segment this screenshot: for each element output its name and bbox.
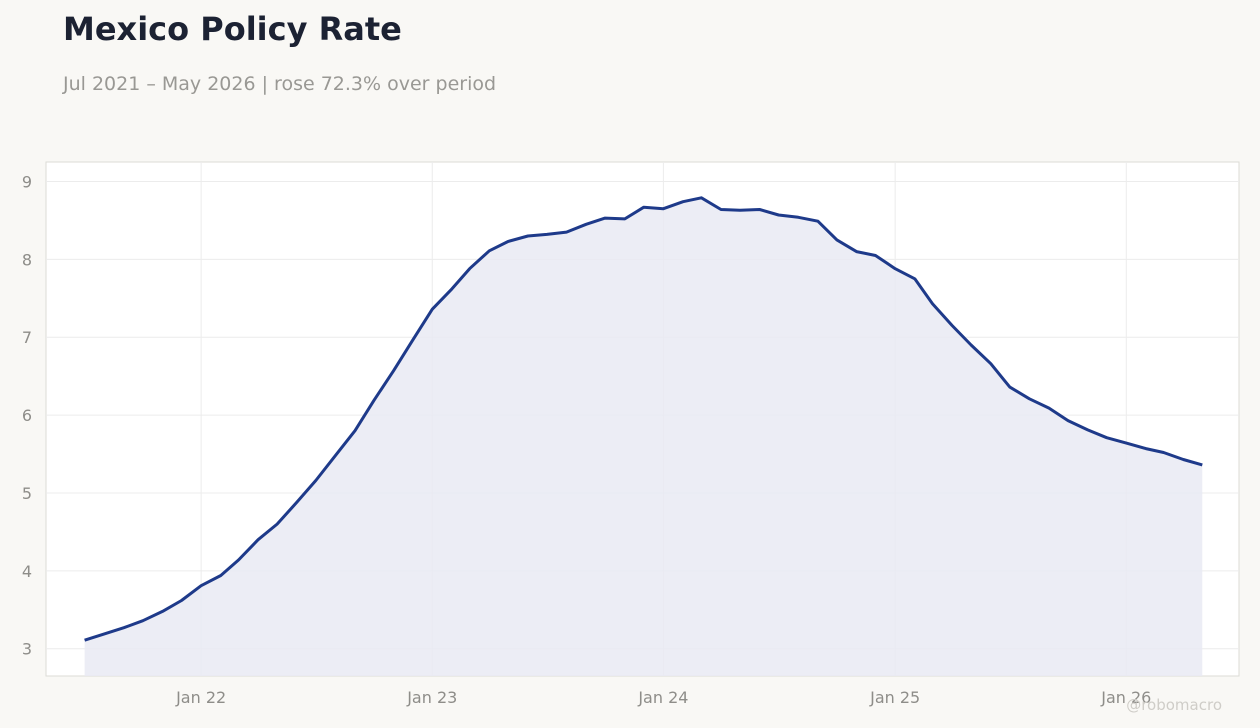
watermark: @robomacro	[1126, 696, 1222, 714]
chart-title: Mexico Policy Rate	[63, 10, 402, 48]
x-tick-label: Jan 23	[406, 688, 457, 707]
area-fill	[84, 197, 1203, 677]
x-tick-label: Jan 26	[1100, 688, 1151, 707]
y-tick-label: 9	[22, 172, 32, 191]
y-tick-label: 3	[22, 640, 32, 659]
chart-subtitle: Jul 2021 – May 2026 | rose 72.3% over pe…	[63, 73, 497, 95]
x-tick-label: Jan 22	[175, 688, 226, 707]
y-tick-label: 4	[22, 562, 32, 581]
axis-ticks: 3 4 5 6 7 8 9 Jan 22 Jan 23 Jan 24 Jan 25 Jan 26	[22, 172, 1152, 707]
y-tick-label: 5	[22, 484, 32, 503]
series-line	[84, 196, 1203, 642]
x-tick-label: Jan 25	[869, 688, 920, 707]
y-tick-label: 8	[22, 250, 32, 269]
x-tick-label: Jan 24	[637, 688, 688, 707]
y-tick-label: 7	[22, 328, 32, 347]
y-tick-label: 6	[22, 406, 32, 425]
